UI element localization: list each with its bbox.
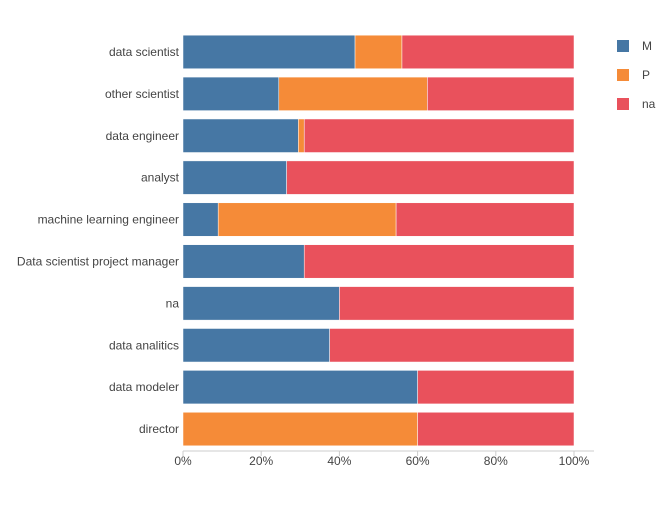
legend-label: P	[642, 68, 650, 82]
bar-M-3[interactable]	[182, 160, 287, 195]
axis-layer: data scientist other scientist data engine…	[17, 45, 594, 468]
y-tick-label: na	[166, 296, 180, 310]
bar-M-7[interactable]	[182, 328, 330, 363]
bar-P-4[interactable]	[217, 202, 397, 237]
legend-item-P[interactable]: P	[617, 68, 650, 82]
x-tick-label: 100%	[559, 454, 590, 468]
bar-na-6[interactable]	[339, 286, 575, 321]
bar-M-4[interactable]	[182, 202, 219, 237]
legend-swatch	[617, 69, 629, 81]
bar-M-0[interactable]	[182, 34, 356, 69]
bar-M-1[interactable]	[182, 76, 280, 111]
legend-swatch	[617, 98, 629, 110]
y-tick-label: data engineer	[106, 129, 179, 143]
legend-item-M[interactable]: M	[617, 39, 652, 53]
bar-P-1[interactable]	[278, 76, 428, 111]
y-tick-label: director	[139, 422, 179, 436]
bar-M-5[interactable]	[182, 244, 305, 279]
bar-na-0[interactable]	[401, 34, 575, 69]
y-tick-label: data analitics	[109, 338, 179, 352]
legend-swatch	[617, 40, 629, 52]
bar-P-0[interactable]	[354, 34, 403, 69]
bar-na-4[interactable]	[395, 202, 575, 237]
bar-na-2[interactable]	[303, 118, 575, 153]
bar-P-2[interactable]	[298, 118, 305, 153]
y-tick-label: Data scientist project manager	[17, 254, 179, 268]
bar-M-6[interactable]	[182, 286, 340, 321]
x-tick-label: 40%	[327, 454, 351, 468]
y-tick-label: data scientist	[109, 45, 180, 59]
y-tick-label: other scientist	[105, 87, 180, 101]
bar-M-8[interactable]	[182, 370, 418, 405]
y-tick-label: analyst	[141, 171, 180, 185]
x-tick-label: 60%	[406, 454, 430, 468]
x-tick-label: 0%	[174, 454, 192, 468]
bar-P-9[interactable]	[182, 412, 418, 447]
bars-layer	[182, 34, 575, 447]
x-tick-label: 20%	[249, 454, 273, 468]
bar-M-2[interactable]	[182, 118, 299, 153]
bar-na-8[interactable]	[417, 370, 575, 405]
bar-na-5[interactable]	[303, 244, 575, 279]
x-tick-label: 80%	[484, 454, 508, 468]
bar-na-7[interactable]	[329, 328, 575, 363]
legend-label: na	[642, 97, 656, 111]
y-tick-label: data modeler	[109, 380, 179, 394]
legend[interactable]: M Pna	[617, 39, 656, 111]
legend-label: M	[642, 39, 652, 53]
legend-item-na[interactable]: na	[617, 97, 656, 111]
bar-na-1[interactable]	[427, 76, 575, 111]
y-tick-label: machine learning engineer	[38, 213, 179, 227]
bar-na-3[interactable]	[286, 160, 575, 195]
bar-na-9[interactable]	[417, 412, 575, 447]
